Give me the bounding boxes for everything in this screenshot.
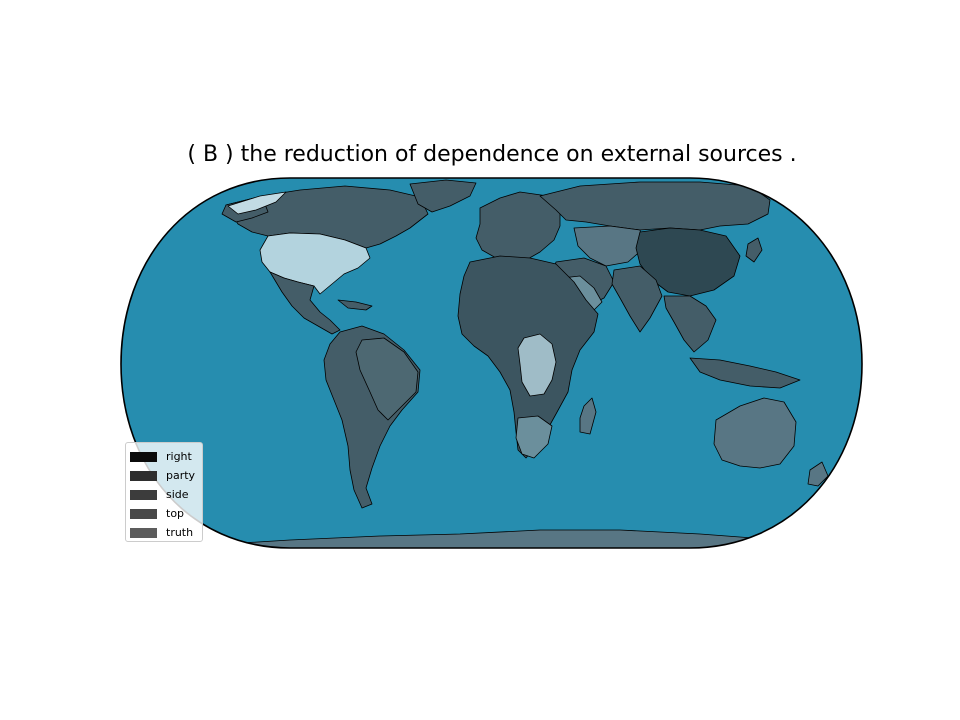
legend-label-side: side (166, 488, 189, 501)
legend-swatch-side (130, 489, 157, 500)
legend-item-side: side (130, 485, 202, 504)
globe-outline (120, 177, 863, 549)
country-new-zealand (807, 461, 829, 487)
legend-item-truth: truth (130, 523, 202, 542)
country-australia (713, 397, 797, 469)
legend-swatch-truth (130, 527, 157, 538)
map-title: ( B ) the reduction of dependence on ext… (187, 142, 797, 167)
legend-swatch-top (130, 508, 157, 519)
region-central-asia (573, 225, 645, 267)
legend-swatch-right (130, 451, 157, 462)
country-mexico (269, 271, 341, 335)
country-russia (539, 181, 771, 231)
region-caribbean (337, 299, 373, 311)
region-indonesia (689, 357, 801, 389)
country-madagascar (579, 397, 597, 435)
country-greenland (409, 179, 477, 213)
legend-label-right: right (166, 450, 192, 463)
country-india (611, 265, 663, 333)
country-brazil (355, 337, 419, 421)
region-europe (475, 191, 561, 263)
legend-swatch-party (130, 470, 157, 481)
region-southeast-asia (663, 295, 717, 353)
legend-label-top: top (166, 507, 185, 520)
country-dr-congo (517, 333, 557, 397)
legend-item-party: party (130, 466, 202, 485)
legend-label-truth: truth (166, 526, 194, 539)
legend-label-party: party (166, 469, 196, 482)
country-japan (745, 237, 763, 263)
region-southern-africa (515, 415, 553, 459)
legend-item-right: right (130, 447, 202, 466)
region-pale-north (227, 191, 287, 215)
map-legend: right party side top truth (125, 442, 203, 542)
country-china (635, 227, 741, 297)
legend-item-top: top (130, 504, 202, 523)
